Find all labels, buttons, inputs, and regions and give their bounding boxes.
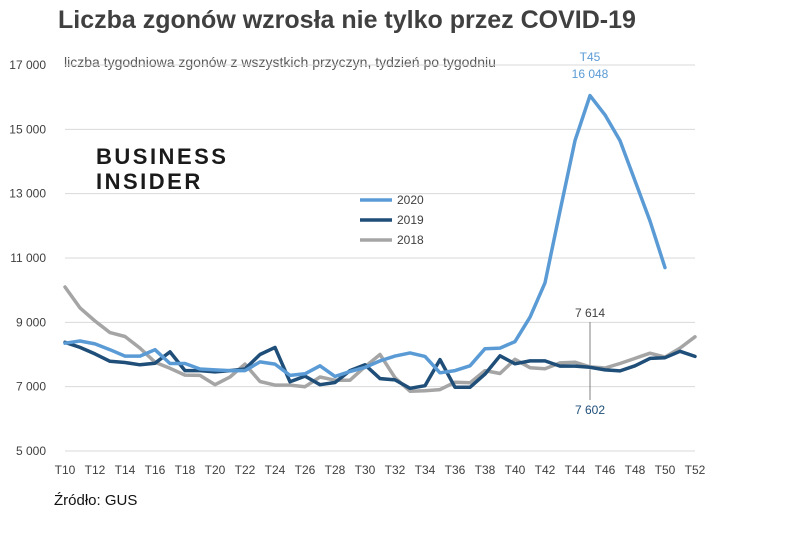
x-tick-label-T42: T42: [535, 463, 556, 477]
x-tick-label-T28: T28: [325, 463, 346, 477]
y-tick-label-13000: 13 000: [9, 187, 46, 201]
x-tick-label-T14: T14: [115, 463, 136, 477]
x-tick-label-T18: T18: [175, 463, 196, 477]
annotation-2018-value: 7 614: [575, 306, 605, 320]
x-tick-label-T10: T10: [55, 463, 76, 477]
x-tick-label-T30: T30: [355, 463, 376, 477]
x-tick-label-T40: T40: [505, 463, 526, 477]
y-tick-label-15000: 15 000: [9, 122, 46, 136]
legend-label-2019: 2019: [397, 213, 424, 227]
x-tick-label-T44: T44: [565, 463, 586, 477]
x-tick-label-T20: T20: [205, 463, 226, 477]
chart-title: Liczba zgonów wzrosła nie tylko przez CO…: [58, 6, 636, 34]
legend-label-2018: 2018: [397, 233, 424, 247]
x-tick-label-T24: T24: [265, 463, 286, 477]
annotation-2020-week: T45: [580, 50, 601, 64]
y-tick-label-9000: 9 000: [16, 315, 46, 329]
x-tick-label-T16: T16: [145, 463, 166, 477]
annotation-2020-value: 16 048: [572, 67, 609, 81]
series-line-2018: [63, 285, 697, 393]
x-tick-label-T46: T46: [595, 463, 616, 477]
y-tick-label-5000: 5 000: [16, 444, 46, 458]
series-line-2019: [63, 340, 697, 391]
y-tick-label-7000: 7 000: [16, 380, 46, 394]
logo-line-1: BUSINESS: [96, 144, 229, 169]
business-insider-logo: BUSINESS INSIDER: [96, 144, 228, 194]
series-line-2020: [63, 93, 667, 379]
x-tick-label-T52: T52: [685, 463, 706, 477]
x-tick-label-T50: T50: [655, 463, 676, 477]
logo-line-2: INSIDER: [96, 169, 203, 194]
x-tick-label-T32: T32: [385, 463, 406, 477]
y-tick-label-11000: 11 000: [10, 251, 46, 265]
source-note: Źródło: GUS: [54, 492, 138, 509]
legend-label-2020: 2020: [397, 193, 424, 207]
x-tick-label-T48: T48: [625, 463, 646, 477]
y-tick-label-17000: 17 000: [9, 58, 46, 72]
annotation-2019-value: 7 602: [575, 403, 605, 417]
x-tick-label-T22: T22: [235, 463, 256, 477]
x-tick-label-T26: T26: [295, 463, 316, 477]
chart-subtitle: liczba tygodniowa zgonów z wszystkich pr…: [64, 54, 496, 70]
x-tick-label-T36: T36: [445, 463, 466, 477]
x-tick-label-T34: T34: [415, 463, 436, 477]
x-tick-label-T12: T12: [85, 463, 106, 477]
x-tick-label-T38: T38: [475, 463, 496, 477]
